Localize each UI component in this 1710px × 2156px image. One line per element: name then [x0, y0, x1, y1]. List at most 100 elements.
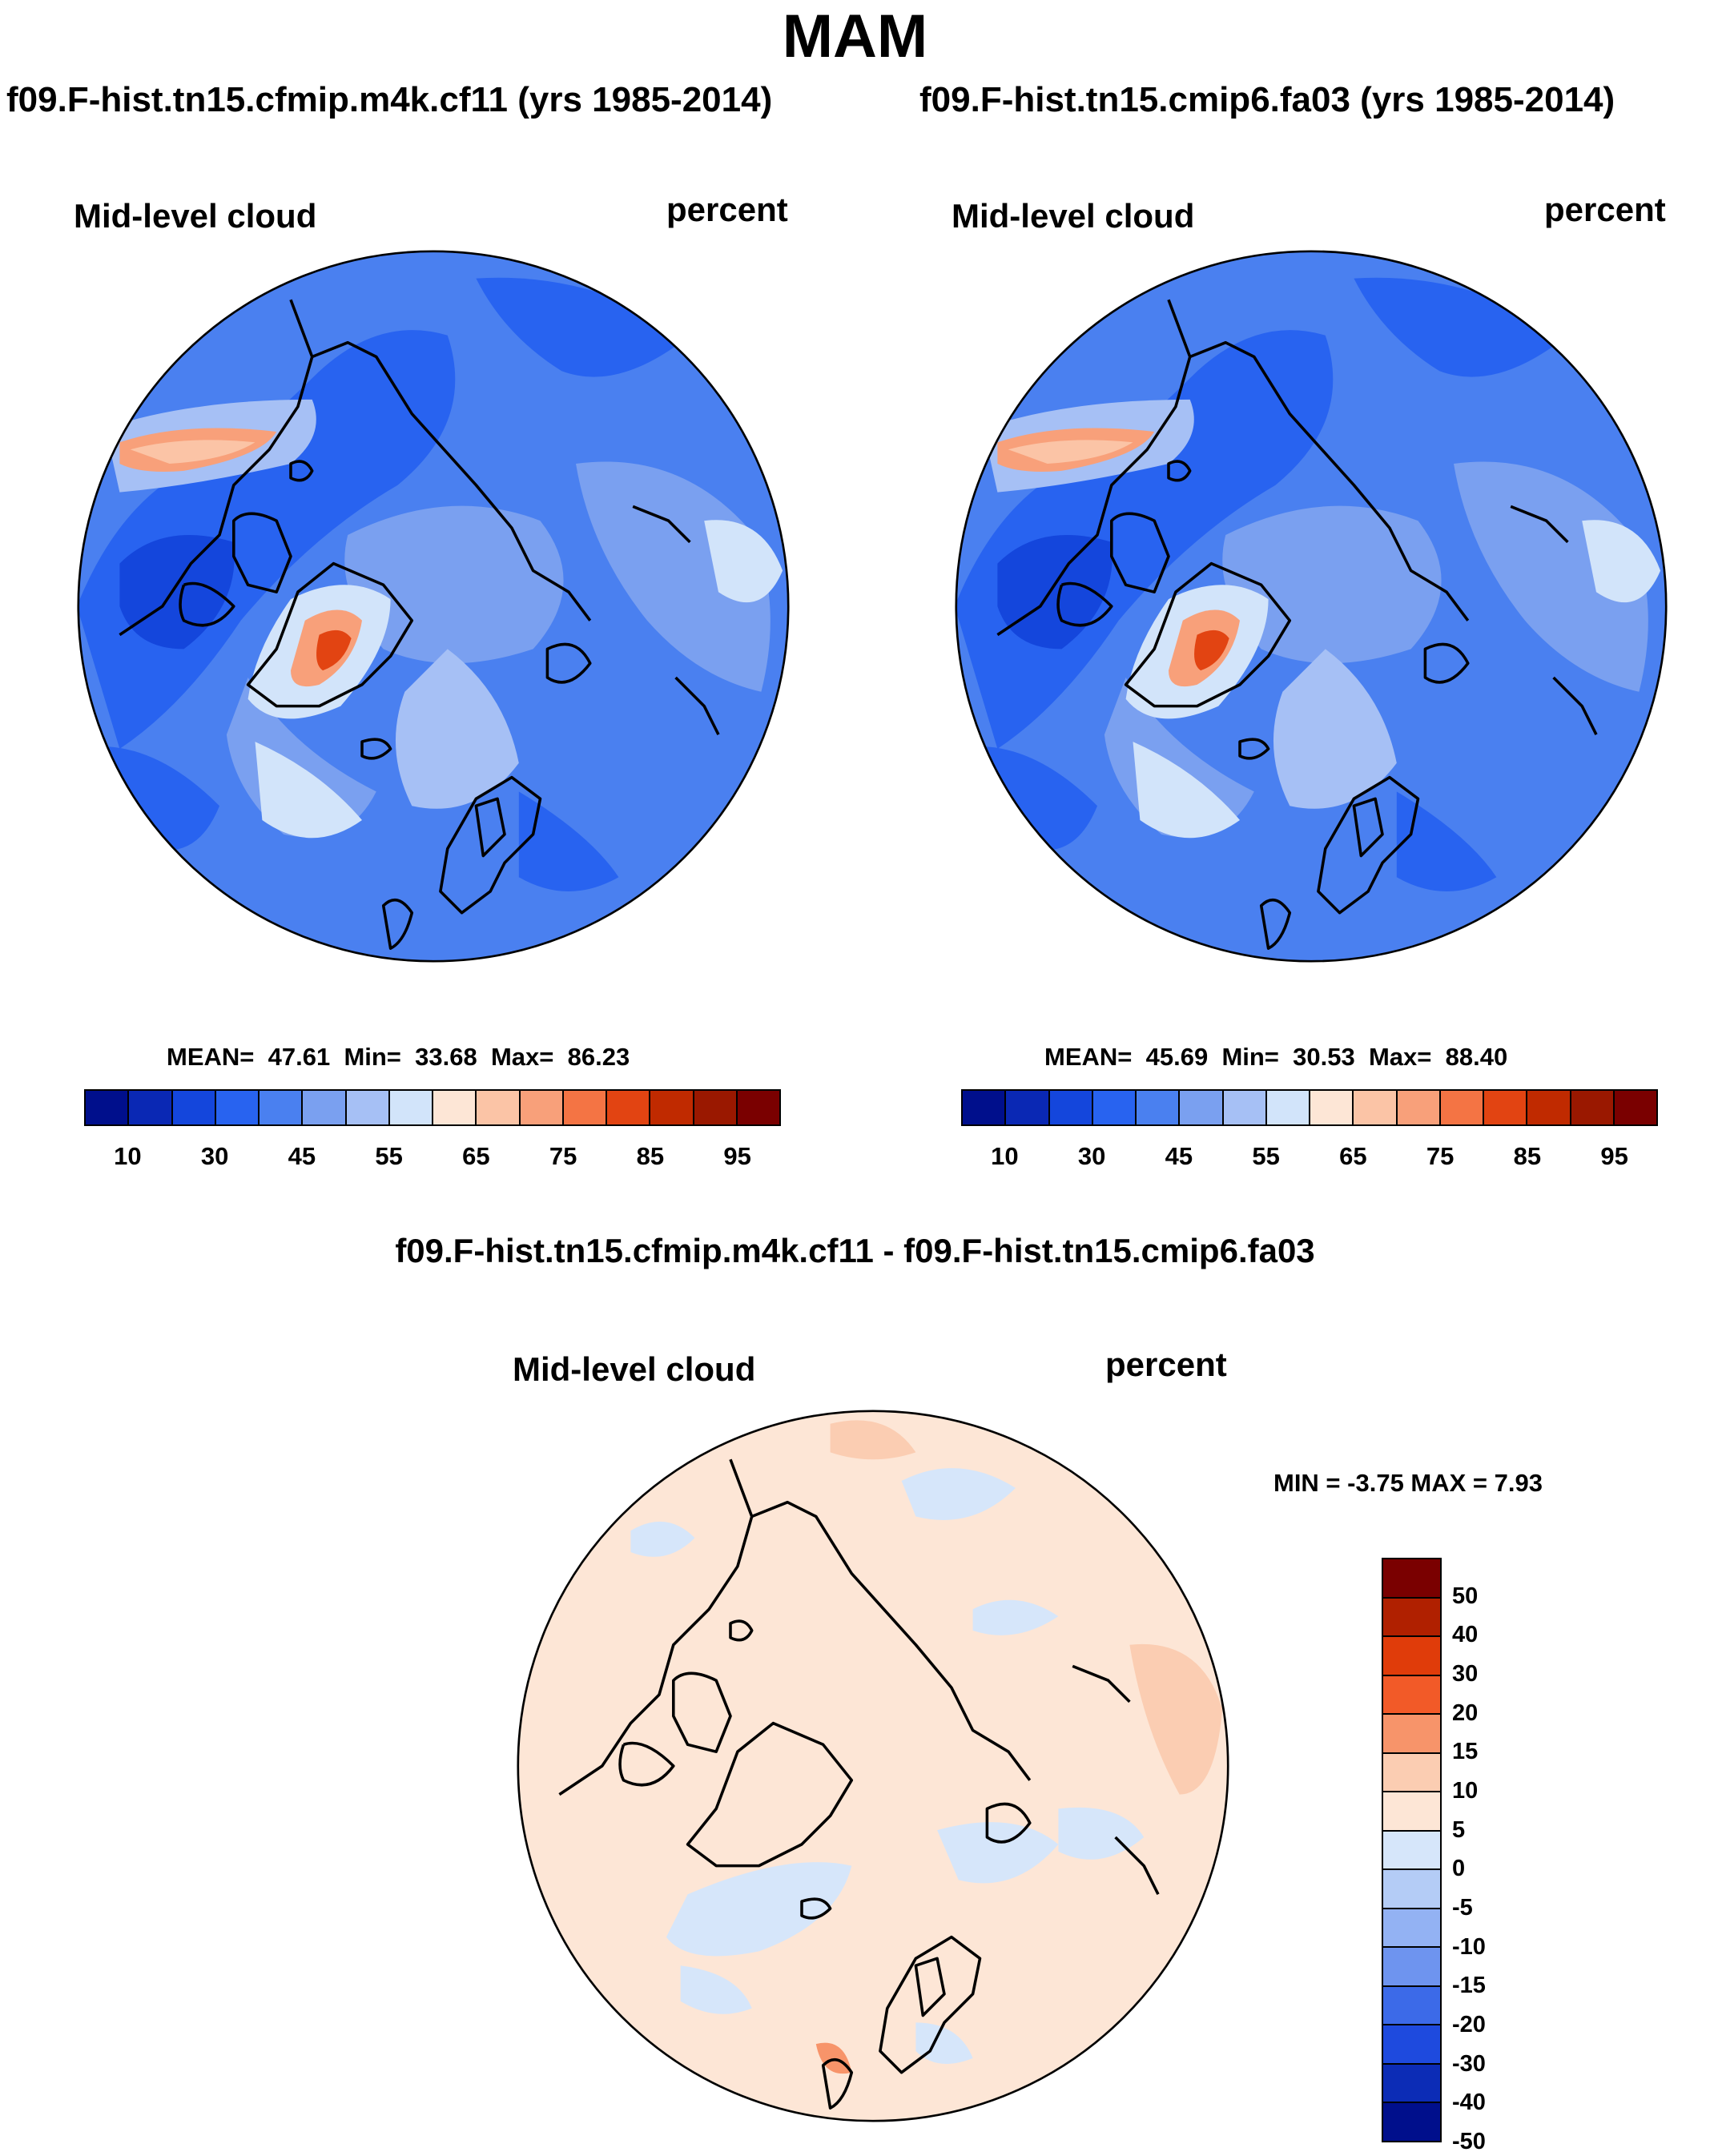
- panel-2-colorbar-tick-label: 75: [1426, 1142, 1455, 1170]
- panel-1-colorbar-swatch: [433, 1091, 477, 1124]
- difference-colorbar-swatch: [1383, 1715, 1440, 1754]
- difference-colorbar-tick-label: 5: [1452, 1816, 1466, 1843]
- panel-2-colorbar-swatch: [1527, 1091, 1571, 1124]
- panel-1-max-value: 86.23: [567, 1043, 630, 1071]
- difference-min-max: MIN = -3.75 MAX = 7.93: [1273, 1469, 1543, 1497]
- difference-colorbar-swatch: [1383, 1870, 1440, 1909]
- panel-2-stats: MEAN= 45.69 Min= 30.53 Max= 88.40: [1044, 1043, 1507, 1072]
- panel-1-colorbar-tick-label: 85: [636, 1142, 665, 1170]
- difference-colorbar-tick-label: -50: [1452, 2129, 1486, 2154]
- panel-1-colorbar-swatch: [303, 1091, 347, 1124]
- difference-colorbar-tick-label: -5: [1452, 1895, 1473, 1921]
- difference-colorbar-swatch: [1383, 1637, 1440, 1676]
- difference-colorbar-tick-label: 15: [1452, 1739, 1479, 1765]
- panel-2-min-label: Min=: [1221, 1043, 1279, 1071]
- difference-variable-label: Mid-level cloud: [513, 1350, 756, 1388]
- difference-colorbar-tick-label: 50: [1452, 1583, 1479, 1609]
- panel-1-colorbar-swatch: [650, 1091, 694, 1124]
- panel-2-colorbar-swatch: [1049, 1091, 1093, 1124]
- panel-1-colorbar-tick-label: 75: [549, 1142, 577, 1170]
- panel-1-colorbar-swatch: [607, 1091, 651, 1124]
- difference-colorbar: [1382, 1558, 1442, 2142]
- panel-2-polar-map: [955, 250, 1668, 963]
- panel-2-mean-label: MEAN=: [1044, 1043, 1133, 1071]
- panel-2-colorbar-tick-label: 85: [1513, 1142, 1542, 1170]
- panel-1-colorbar-tick-label: 95: [723, 1142, 751, 1170]
- panel-1-min-value: 33.68: [415, 1043, 477, 1071]
- panel-1-colorbar-swatch: [86, 1091, 130, 1124]
- panel-2-min-value: 30.53: [1293, 1043, 1355, 1071]
- difference-colorbar-swatch: [1383, 2064, 1440, 2104]
- panel-2-colorbar-swatch: [963, 1091, 1007, 1124]
- difference-colorbar-swatch: [1383, 1909, 1440, 1949]
- panel-2-units-label: percent: [1544, 191, 1666, 228]
- panel-2-case-title: f09.F-hist.tn15.cmip6.fa03 (yrs 1985-201…: [919, 80, 1615, 119]
- panel-1-stats: MEAN= 47.61 Min= 33.68 Max= 86.23: [167, 1043, 630, 1072]
- panel-2-colorbar-tick-label: 30: [1077, 1142, 1106, 1170]
- difference-colorbar-swatch: [1383, 1831, 1440, 1871]
- panel-1-polar-map: [77, 250, 790, 963]
- panel-1-colorbar-swatch: [172, 1091, 216, 1124]
- panel-1-units-label: percent: [666, 191, 788, 228]
- difference-cloud-field: [517, 1410, 1229, 2122]
- panel-2-colorbar-swatch: [1614, 1091, 1656, 1124]
- panel-1-colorbar: [84, 1089, 781, 1126]
- panel-1-colorbar-swatch: [563, 1091, 607, 1124]
- season-title: MAM: [782, 2, 928, 70]
- difference-colorbar-swatch: [1383, 1559, 1440, 1599]
- panel-2-colorbar-swatch: [1223, 1091, 1267, 1124]
- difference-colorbar-swatch: [1383, 2103, 1440, 2141]
- panel-2-map-border: [955, 250, 1668, 963]
- panel-2-colorbar-swatch: [1310, 1091, 1354, 1124]
- difference-colorbar-tick-label: 10: [1452, 1778, 1479, 1804]
- panel-2-colorbar-tick-label: 10: [991, 1142, 1019, 1170]
- panel-1-colorbar-tick-label: 45: [288, 1142, 316, 1170]
- panel-2-colorbar-swatch: [1571, 1091, 1615, 1124]
- panel-2-max-value: 88.40: [1445, 1043, 1508, 1071]
- panel-2-max-label: Max=: [1368, 1043, 1432, 1071]
- panel-2-colorbar-swatch: [1354, 1091, 1398, 1124]
- difference-colorbar-tick-label: 40: [1452, 1622, 1479, 1648]
- panel-2-cloud-field: [956, 251, 1667, 962]
- panel-2-colorbar-swatch: [1266, 1091, 1310, 1124]
- panel-1-variable-label: Mid-level cloud: [74, 197, 317, 235]
- panel-2-colorbar-tick-label: 65: [1339, 1142, 1367, 1170]
- panel-2-colorbar-swatch: [1092, 1091, 1137, 1124]
- panel-1-colorbar-tick-label: 65: [462, 1142, 490, 1170]
- panel-1-colorbar-tick-label: 10: [114, 1142, 142, 1170]
- difference-map-border: [517, 1410, 1229, 2122]
- difference-colorbar-tick-label: -15: [1452, 1973, 1486, 1999]
- panel-2-colorbar-swatch: [1440, 1091, 1484, 1124]
- panel-1-colorbar-swatch: [389, 1091, 433, 1124]
- panel-1-cloud-field: [78, 251, 789, 962]
- panel-1-colorbar-swatch: [477, 1091, 521, 1124]
- panel-2-colorbar-swatch: [1137, 1091, 1181, 1124]
- panel-2-colorbar-swatch: [1484, 1091, 1528, 1124]
- panel-1-colorbar-swatch: [129, 1091, 173, 1124]
- panel-1-colorbar-swatch: [215, 1091, 260, 1124]
- panel-1-colorbar-tick-label: 55: [375, 1142, 403, 1170]
- panel-2-colorbar-swatch: [1397, 1091, 1441, 1124]
- difference-colorbar-tick-label: 30: [1452, 1661, 1479, 1687]
- difference-colorbar-tick-label: -10: [1452, 1933, 1486, 1960]
- panel-2-colorbar-tick-label: 45: [1165, 1142, 1193, 1170]
- difference-colorbar-tick-label: 20: [1452, 1699, 1479, 1726]
- panel-2-variable-label: Mid-level cloud: [952, 197, 1195, 235]
- panel-2-colorbar-tick-label: 95: [1600, 1142, 1628, 1170]
- panel-1-case-title: f09.F-hist.tn15.cfmip.m4k.cf11 (yrs 1985…: [6, 80, 773, 119]
- panel-1-colorbar-swatch: [346, 1091, 390, 1124]
- panel-2-colorbar-swatch: [1180, 1091, 1224, 1124]
- panel-2-colorbar: [961, 1089, 1658, 1126]
- panel-2-mean-value: 45.69: [1145, 1043, 1209, 1071]
- panel-1-mean-label: MEAN=: [167, 1043, 255, 1071]
- panel-2-colorbar-swatch: [1006, 1091, 1050, 1124]
- difference-colorbar-tick-label: -30: [1452, 2050, 1486, 2077]
- panel-1-colorbar-swatch: [737, 1091, 779, 1124]
- difference-units-label: percent: [1105, 1345, 1227, 1383]
- difference-colorbar-tick-label: -40: [1452, 2090, 1486, 2116]
- difference-colorbar-swatch: [1383, 1675, 1440, 1716]
- panel-1-max-label: Max=: [490, 1043, 554, 1071]
- difference-colorbar-tick-label: 0: [1452, 1856, 1466, 1882]
- panel-1-min-label: Min=: [344, 1043, 401, 1071]
- panel-1-colorbar-tick-label: 30: [200, 1142, 229, 1170]
